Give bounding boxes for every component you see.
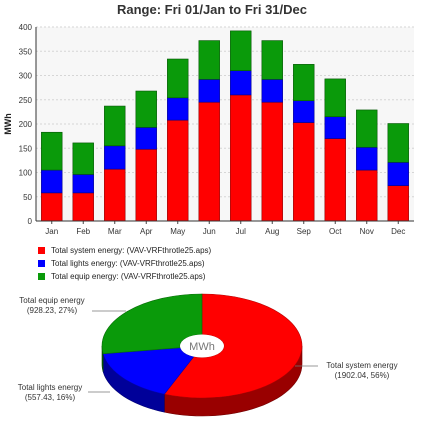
donut-label-name: Total lights energy <box>18 383 82 392</box>
bar-segment <box>41 192 63 222</box>
legend-swatch-lights <box>38 260 45 267</box>
bar-segment <box>72 142 94 175</box>
y-tick-label: 350 <box>19 47 33 56</box>
bar-segment <box>198 101 220 222</box>
x-tick-label: Apr <box>140 227 153 236</box>
bar-segment <box>261 101 283 222</box>
donut-hole <box>180 334 224 358</box>
bar-segment <box>387 123 409 163</box>
bar-segment <box>230 94 252 222</box>
donut-label-value: (557.43, 16%) <box>25 393 76 402</box>
bar-segment <box>293 64 315 102</box>
bar-segment <box>356 146 378 171</box>
bar-segment <box>261 40 283 80</box>
x-tick-label: Feb <box>76 227 90 236</box>
bar-segment <box>293 122 315 222</box>
bar-segment <box>293 100 315 123</box>
y-tick-label: 200 <box>19 120 33 129</box>
legend: Total system energy: (VAV-VRFthrotle25.a… <box>38 244 211 283</box>
bar-segment <box>230 30 252 71</box>
bar-segment <box>324 138 346 222</box>
bar-segment <box>135 90 157 128</box>
donut-label-name: Total equip energy <box>19 296 84 305</box>
bar-segment <box>104 168 126 222</box>
bar-segment <box>167 97 189 121</box>
bar-segment <box>135 127 157 150</box>
legend-swatch-system <box>38 247 45 254</box>
x-tick-label: Jul <box>236 227 246 236</box>
legend-item-equip: Total equip energy: (VAV-VRFthrotle25.ap… <box>38 270 211 283</box>
x-tick-label: Sep <box>297 227 312 236</box>
bar-segment <box>41 169 63 194</box>
bar-segment <box>72 174 94 194</box>
bar-segment <box>41 131 63 171</box>
bar-segment <box>356 169 378 222</box>
y-tick-label: 50 <box>23 193 32 202</box>
x-tick-label: Aug <box>265 227 279 236</box>
bar-segment <box>135 148 157 222</box>
bar-segment <box>104 145 126 170</box>
legend-item-system: Total system energy: (VAV-VRFthrotle25.a… <box>38 244 211 257</box>
legend-swatch-equip <box>38 273 45 280</box>
bar-segment <box>167 58 189 99</box>
bar-segment <box>198 40 220 80</box>
donut-label-value: (1902.04, 56%) <box>335 371 390 380</box>
y-tick-label: 250 <box>19 96 33 105</box>
x-tick-label: Mar <box>108 227 122 236</box>
bar-segment <box>356 109 378 148</box>
legend-label-lights: Total lights energy: (VAV-VRFthrotle25.a… <box>51 259 205 268</box>
stacked-bar-chart: 0 50 100 150 200 250 300 350 400 Jan Feb Mar Apr May J… <box>3 23 414 236</box>
donut-label-name: Total system energy <box>326 361 397 370</box>
y-tick-label: 150 <box>19 144 33 153</box>
x-tick-label: Jan <box>45 227 58 236</box>
chart-title: Range: Fri 01/Jan to Fri 31/Dec <box>116 2 307 17</box>
y-tick-label: 300 <box>19 72 33 81</box>
bar-segment <box>261 79 283 103</box>
y-axis-label: MWh <box>3 113 13 135</box>
bar-segment <box>72 192 94 222</box>
donut-chart: MWh Total system energy(1902.04, 56%) Tota… <box>18 293 398 417</box>
donut-label-value: (928.23, 27%) <box>27 306 78 315</box>
bar-segment <box>387 162 409 186</box>
bar-segment <box>230 70 252 96</box>
bar-segment <box>104 105 126 147</box>
donut-center-label: MWh <box>189 341 215 353</box>
x-tick-label: Nov <box>360 227 374 236</box>
x-tick-label: Oct <box>329 227 342 236</box>
bar-segment <box>198 79 220 103</box>
legend-item-lights: Total lights energy: (VAV-VRFthrotle25.a… <box>38 257 211 270</box>
bar-segment <box>324 78 346 118</box>
bar-segment <box>387 185 409 222</box>
x-tick-label: May <box>170 227 185 236</box>
bar-segment <box>324 116 346 139</box>
x-tick-label: Jun <box>203 227 216 236</box>
y-tick-label: 100 <box>19 169 33 178</box>
y-tick-label: 0 <box>28 217 33 226</box>
y-tick-label: 400 <box>19 23 33 32</box>
x-tick-label: Dec <box>391 227 405 236</box>
bar-segment <box>167 119 189 222</box>
legend-label-system: Total system energy: (VAV-VRFthrotle25.a… <box>51 246 212 255</box>
legend-label-equip: Total equip energy: (VAV-VRFthrotle25.ap… <box>51 272 206 281</box>
